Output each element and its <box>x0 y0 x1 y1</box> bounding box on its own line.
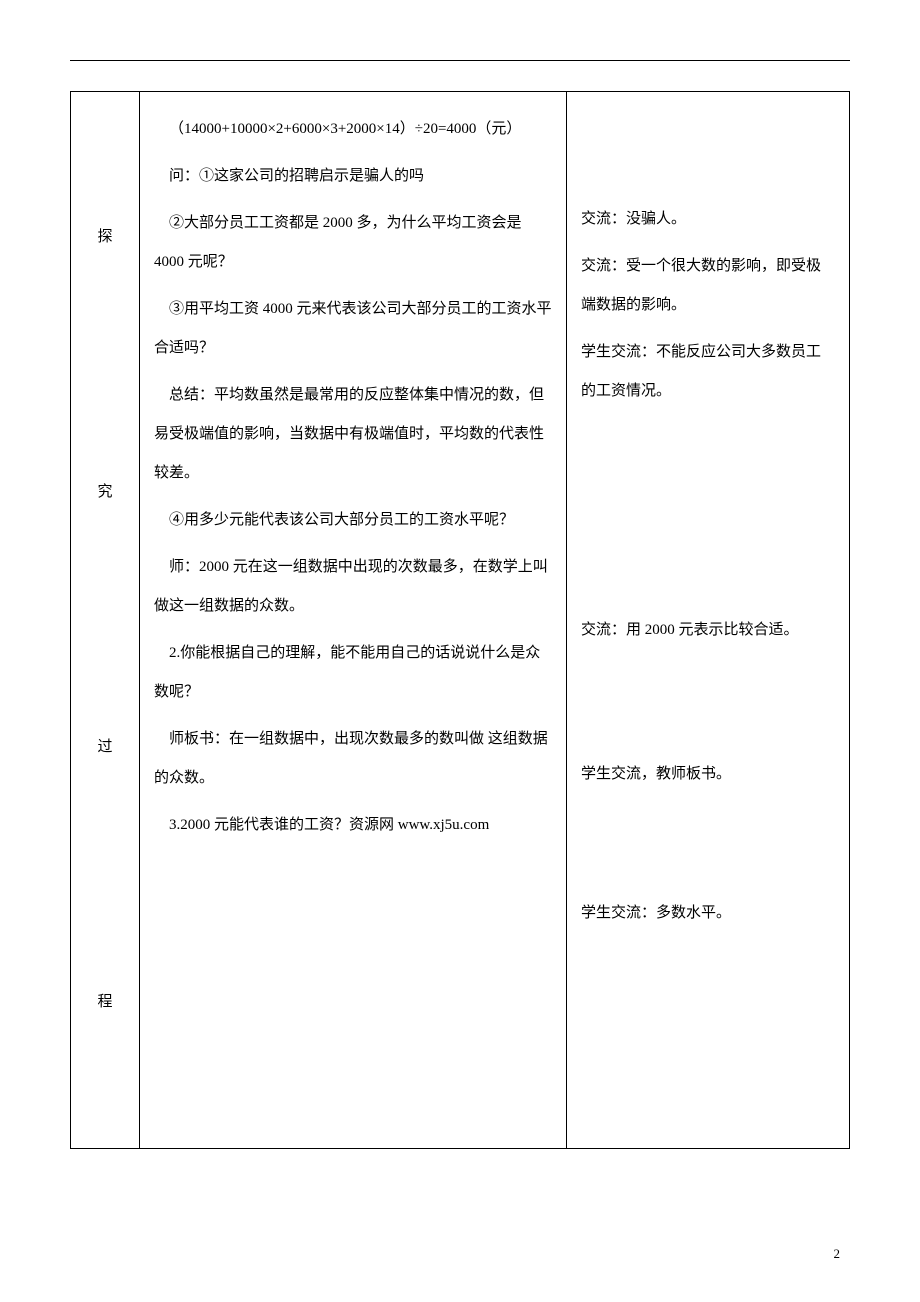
right-block-4: 学生交流：多数水平。 <box>581 894 835 933</box>
response-2: 交流：用 2000 元表示比较合适。 <box>581 611 835 650</box>
left-label-cell: 探 究 过 程 <box>71 92 140 1149</box>
left-label-vertical: 探 究 过 程 <box>85 110 125 1130</box>
left-char-3: 过 <box>97 740 112 755</box>
left-char-1: 探 <box>97 230 112 245</box>
formula-line: （14000+10000×2+6000×3+2000×14）÷20=4000（元… <box>154 110 552 149</box>
right-block-3: 学生交流，教师板书。 <box>581 755 835 794</box>
teacher-activity-cell: （14000+10000×2+6000×3+2000×14）÷20=4000（元… <box>139 92 566 1149</box>
left-char-2: 究 <box>97 485 112 500</box>
response-1c: 学生交流：不能反应公司大多数员工的工资情况。 <box>581 333 835 411</box>
table-row: 探 究 过 程 （14000+10000×2+6000×3+2000×14）÷2… <box>71 92 850 1149</box>
lesson-table: 探 究 过 程 （14000+10000×2+6000×3+2000×14）÷2… <box>70 91 850 1149</box>
right-block-1: 交流：没骗人。 交流：受一个很大数的影响，即受极端数据的影响。 学生交流：不能反… <box>581 200 835 411</box>
student-activity-cell: 交流：没骗人。 交流：受一个很大数的影响，即受极端数据的影响。 学生交流：不能反… <box>566 92 849 1149</box>
page-number: 2 <box>834 1246 841 1262</box>
question-1: 问：①这家公司的招聘启示是骗人的吗 <box>154 157 552 196</box>
teacher-note-2: 师板书：在一组数据中，出现次数最多的数叫做 这组数据的众数。 <box>154 720 552 798</box>
page-top-rule <box>70 60 850 61</box>
right-block-2: 交流：用 2000 元表示比较合适。 <box>581 611 835 650</box>
response-3: 学生交流，教师板书。 <box>581 755 835 794</box>
summary-para: 总结：平均数虽然是最常用的反应整体集中情况的数，但易受极端值的影响，当数据中有极… <box>154 376 552 493</box>
question-3: ③用平均工资 4000 元来代表该公司大部分员工的工资水平合适吗？ <box>154 290 552 368</box>
question-2: ②大部分员工工资都是 2000 多，为什么平均工资会是 4000 元呢？ <box>154 204 552 282</box>
response-4: 学生交流：多数水平。 <box>581 894 835 933</box>
teacher-note-1: 师：2000 元在这一组数据中出现的次数最多，在数学上叫做这一组数据的众数。 <box>154 548 552 626</box>
question-4: ④用多少元能代表该公司大部分员工的工资水平呢？ <box>154 501 552 540</box>
response-1b: 交流：受一个很大数的影响，即受极端数据的影响。 <box>581 247 835 325</box>
response-1a: 交流：没骗人。 <box>581 200 835 239</box>
question-6: 3.2000 元能代表谁的工资？资源网 www.xj5u.com <box>154 806 552 845</box>
left-char-4: 程 <box>97 995 112 1010</box>
document-page: 探 究 过 程 （14000+10000×2+6000×3+2000×14）÷2… <box>0 0 920 1302</box>
question-5: 2.你能根据自己的理解，能不能用自己的话说说什么是众数呢？ <box>154 634 552 712</box>
